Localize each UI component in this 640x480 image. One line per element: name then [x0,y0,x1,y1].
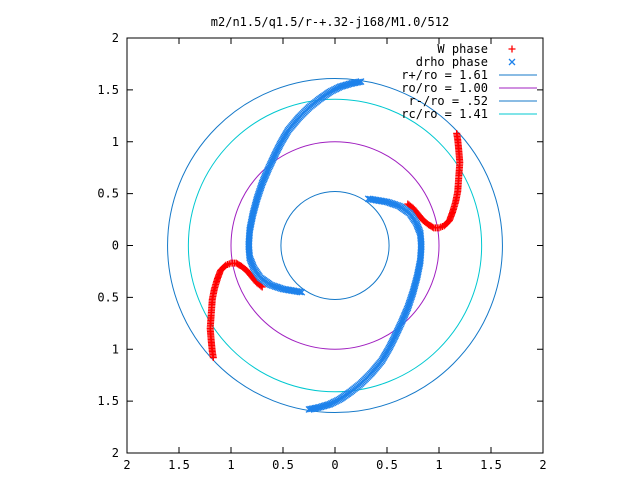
y-tick-label: 2 [112,31,119,45]
y-tick-label: 1.5 [97,83,119,97]
circle-series-4 [187,98,483,393]
x-tick-label: 1.5 [168,458,190,472]
legend-label: r-/ro = .52 [409,94,488,108]
x-tick-label: 2 [539,458,546,472]
x-tick-label: 1 [435,458,442,472]
legend-label: rc/ro = 1.41 [401,107,488,121]
y-tick-label: 0 [112,239,119,253]
circle-series-2 [230,141,440,350]
x-tick-label: 2 [123,458,130,472]
y-tick-label: 1 [112,135,119,149]
y-tick-label: 1.5 [97,394,119,408]
x-tick-label: 0.5 [272,458,294,472]
chart-title: m2/n1.5/q1.5/r-+.32-j168/M1.0/512 [211,15,449,29]
y-tick-label: 0.5 [97,290,119,304]
w-phase-point [258,283,266,291]
y-tick-label: 0.5 [97,187,119,201]
x-tick-label: 0.5 [376,458,398,472]
w-phase-point [404,200,412,208]
drho-phase-point [366,195,374,203]
legend-label: ro/ro = 1.00 [401,81,488,95]
x-tick-label: 0 [331,458,338,472]
legend-swatch [508,58,516,66]
x-tick-label: 1.5 [480,458,502,472]
legend-label: W phase [437,42,488,56]
legend-label: r+/ro = 1.61 [401,68,488,82]
y-tick-label: 2 [112,446,119,460]
w-phase-point [405,201,413,209]
drho-phase-point [296,288,304,296]
y-tick-label: 1 [112,342,119,356]
circle-series-3 [280,191,390,300]
circle-series-1 [167,77,503,414]
legend-swatch [508,45,516,53]
w-phase-point [257,282,265,290]
legend-label: drho phase [416,55,488,69]
x-tick-label: 1 [227,458,234,472]
drho-phase-point [298,288,306,296]
drho-phase-point [364,195,372,203]
plot-area: 2 1.5 1 0.5 0 0.5 1 1.5 221.510.500.511.52W phas… [97,31,546,472]
